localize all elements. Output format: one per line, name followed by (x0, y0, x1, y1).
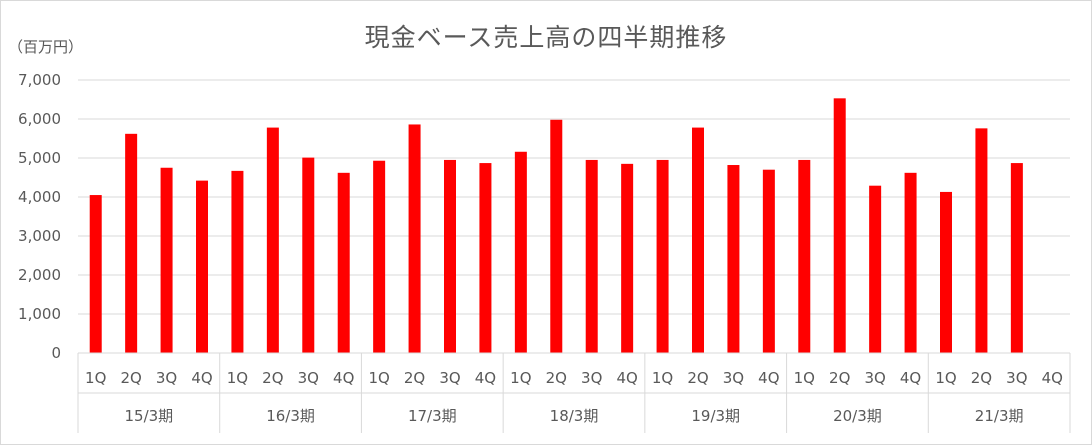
fiscal-year-label: 16/3期 (266, 407, 315, 425)
bar (514, 151, 527, 353)
quarter-label: 4Q (1042, 369, 1063, 387)
quarter-label: 1Q (652, 369, 673, 387)
bar (89, 195, 102, 353)
bar (408, 124, 421, 354)
quarter-label: 4Q (475, 369, 496, 387)
bar (125, 133, 138, 353)
bar (798, 159, 811, 353)
quarter-label: 2Q (829, 369, 850, 387)
fiscal-year-label: 15/3期 (125, 407, 174, 425)
quarter-label: 1Q (935, 369, 956, 387)
gridlines (78, 79, 1070, 315)
quarter-label: 4Q (758, 369, 779, 387)
fiscal-year-label: 17/3期 (408, 407, 457, 425)
quarter-label: 3Q (298, 369, 319, 387)
x-axis: 1Q 2Q 3Q 4Q 15/3期 1Q 2Q 3Q 4Q 16/3期 1Q 2Q 3Q 4Q 17/3期 1… (77, 352, 1071, 433)
bar (904, 172, 917, 353)
bar (550, 119, 563, 353)
bar (727, 165, 740, 353)
fiscal-year-label: 20/3期 (833, 407, 882, 425)
quarter-label: 2Q (971, 369, 992, 387)
bar (656, 159, 669, 353)
quarter-label: 3Q (723, 369, 744, 387)
quarter-label: 4Q (616, 369, 637, 387)
quarter-label: 2Q (262, 369, 283, 387)
bar (833, 98, 846, 353)
bar (1010, 163, 1023, 353)
quarter-label: 2Q (546, 369, 567, 387)
y-axis-ticks: 0 1,000 2,000 3,000 4,000 5,000 6,000 7,000 (18, 71, 61, 362)
quarter-label: 4Q (900, 369, 921, 387)
bar (762, 169, 775, 353)
quarter-label: 4Q (333, 369, 354, 387)
quarter-label: 3Q (1006, 369, 1027, 387)
bar (231, 170, 244, 353)
quarter-label: 3Q (439, 369, 460, 387)
y-tick-label: 7,000 (18, 71, 61, 89)
y-tick-label: 0 (51, 344, 61, 362)
bar (266, 127, 279, 353)
bar (444, 159, 456, 353)
quarter-label: 1Q (368, 369, 389, 387)
quarter-label: 3Q (581, 369, 602, 387)
quarter-label: 2Q (687, 369, 708, 387)
bar (479, 163, 492, 353)
bar (160, 167, 173, 353)
y-tick-label: 2,000 (18, 266, 61, 284)
bar (869, 185, 882, 353)
quarter-label: 1Q (227, 369, 248, 387)
bar (975, 128, 988, 353)
bar (692, 127, 704, 353)
quarter-label: 2Q (404, 369, 425, 387)
y-tick-label: 1,000 (18, 305, 61, 323)
bar (373, 160, 386, 353)
bar (585, 159, 598, 353)
y-tick-label: 6,000 (18, 110, 61, 128)
y-tick-label: 3,000 (18, 227, 61, 245)
chart-title: 現金ベース売上高の四半期推移 (364, 23, 728, 52)
quarter-label: 1Q (510, 369, 531, 387)
y-axis-unit-label: （百万円） (8, 38, 84, 56)
bars (89, 98, 1023, 354)
bar (940, 191, 952, 353)
quarter-label: 4Q (191, 369, 212, 387)
y-tick-label: 4,000 (18, 188, 61, 206)
bar (196, 180, 208, 353)
quarter-label: 1Q (794, 369, 815, 387)
quarter-label: 2Q (120, 369, 141, 387)
bar (302, 157, 315, 353)
y-tick-label: 5,000 (18, 149, 61, 167)
fiscal-year-label: 18/3期 (550, 407, 599, 425)
quarter-label: 1Q (85, 369, 106, 387)
bar (621, 163, 634, 353)
quarter-label: 3Q (156, 369, 177, 387)
fiscal-year-label: 21/3期 (975, 407, 1024, 425)
fiscal-year-label: 19/3期 (691, 407, 740, 425)
quarter-label: 3Q (864, 369, 885, 387)
bar (337, 172, 350, 353)
